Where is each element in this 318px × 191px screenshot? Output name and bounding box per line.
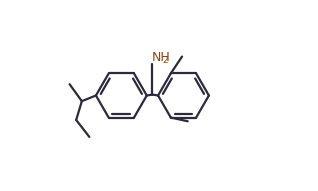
Text: 2: 2 [163,56,169,65]
Text: NH: NH [151,50,170,63]
